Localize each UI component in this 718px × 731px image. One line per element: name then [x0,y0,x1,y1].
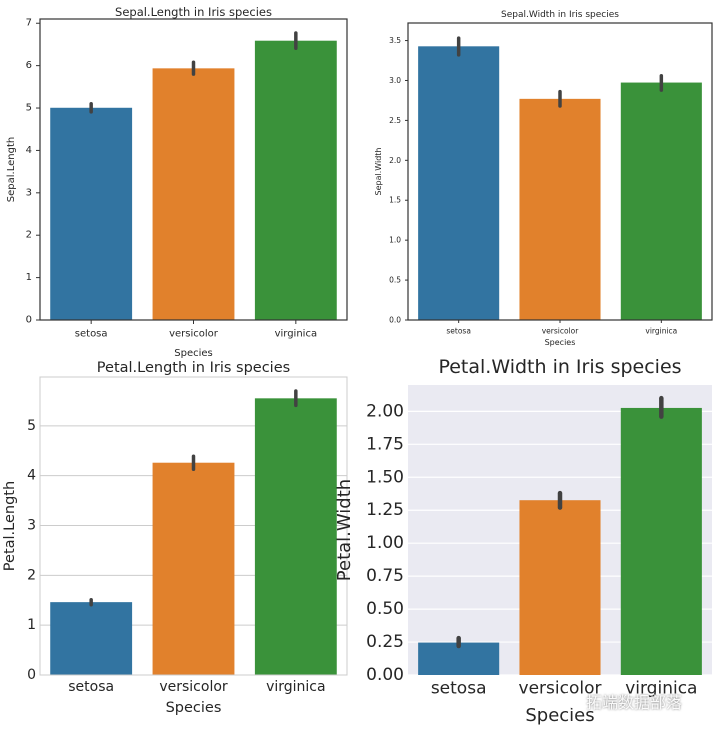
y-tick-label: 1.75 [366,434,404,454]
x-axis-label: Species [174,348,213,359]
subplot-petal-width: 0.00 0.25 0.50 0.75 1.00 1.25 1.50 1.75 2.00 seto… [334,356,712,726]
chart-title: Petal.Width in Iris species [438,356,681,378]
x-tick-label-versicolor: versicolor [159,679,228,695]
y-tick-label: 0.5 [389,276,401,285]
y-tick-label: 7 [26,18,32,29]
x-tick-label-setosa: setosa [75,329,108,340]
y-tick-label: 0.50 [366,599,404,619]
bar-versicolor [152,68,235,320]
y-tick-label: 2.00 [366,401,404,421]
y-tick-label: 2 [27,567,36,583]
y-tick-label: 6 [26,60,32,71]
x-tick-label-virginica: virginica [625,678,697,698]
y-tick-label: 5 [26,103,32,114]
y-axis-label: Sepal.Length [6,137,17,202]
bar-virginica [620,82,702,320]
y-tick-label: 1.25 [366,500,404,520]
bar-versicolor [152,462,235,675]
y-tick-label: 1.50 [366,467,404,487]
y-tick-label: 3 [26,187,32,198]
bar-versicolor [519,500,601,675]
y-tick-label: 0.0 [389,316,401,325]
y-tick-label: 4 [26,145,32,156]
y-tick-label: 1 [26,272,32,283]
x-tick-label-virginica: virginica [645,326,677,335]
x-tick-label-versicolor: versicolor [542,326,580,335]
y-tick-label: 3.5 [389,36,401,45]
x-axis-label: Species [166,700,222,716]
y-axis-label: Petal.Length [2,481,18,571]
x-tick-label-versicolor: versicolor [519,678,602,698]
y-tick-label: 1.00 [366,533,404,553]
y-tick-label: 2.0 [389,156,401,165]
bar-setosa [50,602,133,675]
y-tick-label: 0.75 [366,566,404,586]
bar-versicolor [519,98,601,320]
y-tick-label: 3.0 [389,76,401,85]
chart-title: Sepal.Length in Iris species [115,5,272,19]
y-tick-label: 2 [26,230,32,241]
y-tick-label: 1.0 [389,236,401,245]
y-axis-label: Sepal.Width [374,148,383,196]
bar-setosa [50,107,133,320]
y-tick-label: 1 [27,617,36,633]
axes-frame [39,376,348,676]
x-tick-label-virginica: virginica [266,679,326,695]
subplot-petal-length: 0 1 2 3 4 5 setosa versicolor virginica Petal.Len… [2,360,348,716]
bar-virginica [254,398,337,675]
x-tick-label-setosa: setosa [68,679,114,695]
y-tick-label: 3 [27,518,36,534]
x-tick-label-virginica: virginica [275,329,318,340]
y-tick-label: 2.5 [389,116,401,125]
chart-title: Sepal.Width in Iris species [501,10,619,20]
y-tick-label: 0 [27,667,36,683]
y-axis-label: Petal.Width [334,479,355,581]
y-tick-label: 4 [27,468,36,484]
y-tick-label: 5 [27,418,36,434]
bar-virginica [254,40,337,321]
y-tick-label: 0 [26,315,32,326]
subplot-sepal-length: 0 1 2 3 4 5 6 7 setosa versicolor virginica Sepal.L… [6,5,348,359]
bar-virginica [620,407,702,675]
x-tick-label-setosa: setosa [431,678,487,698]
y-tick-label: 0.25 [366,632,404,652]
x-axis-label: Species [545,338,576,347]
chart-title: Petal.Length in Iris species [97,360,290,376]
y-tick-label: 0.00 [366,665,404,685]
x-tick-label-setosa: setosa [446,326,471,335]
bar-setosa [418,46,500,321]
x-axis-label: Species [525,705,594,726]
x-tick-label-versicolor: versicolor [169,329,219,340]
subplot-sepal-width: 0.0 0.5 1.0 1.5 2.0 2.5 3.0 3.5 setosa versicolor… [374,10,713,347]
y-tick-label: 1.5 [389,196,401,205]
